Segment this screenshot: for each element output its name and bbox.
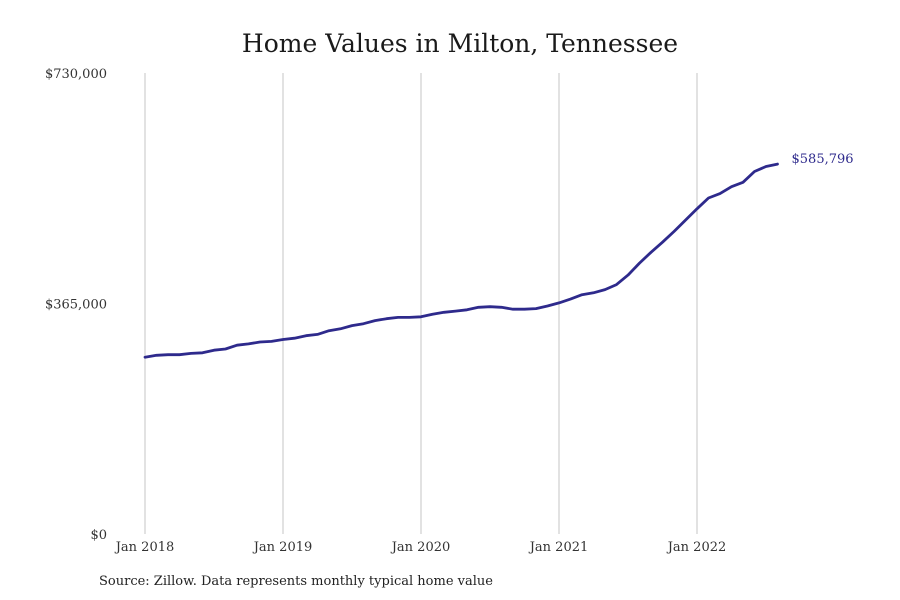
- x-tick-label: Jan 2018: [114, 540, 175, 555]
- y-tick-label: $365,000: [45, 298, 107, 313]
- chart-title: Home Values in Milton, Tennessee: [242, 29, 678, 58]
- end-value-label: $585,796: [792, 152, 854, 167]
- gridlines: [144, 73, 698, 534]
- x-axis-ticks: Jan 2018 Jan 2019 Jan 2020 Jan 2021 Jan 2022: [114, 540, 727, 555]
- source-note: Source: Zillow. Data represents monthly …: [99, 574, 493, 589]
- x-tick-label: Jan 2022: [666, 540, 727, 555]
- y-tick-label: $730,000: [45, 67, 107, 82]
- x-tick-label: Jan 2019: [252, 540, 313, 555]
- x-tick-label: Jan 2020: [390, 540, 451, 555]
- home-value-line: [143, 162, 779, 359]
- x-tick-label: Jan 2021: [528, 540, 589, 555]
- y-axis-ticks: $0 $365,000 $730,000: [45, 67, 107, 543]
- series-layer: [143, 162, 779, 359]
- y-tick-label: $0: [90, 528, 107, 543]
